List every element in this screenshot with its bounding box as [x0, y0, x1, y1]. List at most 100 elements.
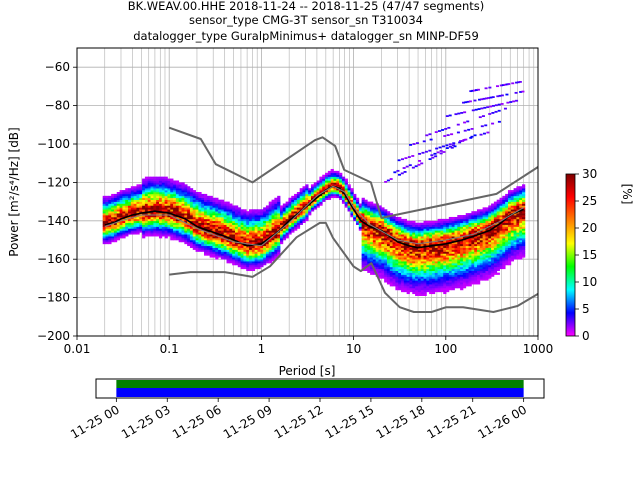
heatmap-cell [398, 251, 402, 254]
heatmap-cell [113, 240, 118, 243]
heatmap-cell [223, 224, 227, 227]
heatmap-cell [434, 232, 438, 235]
heatmap-cell [111, 236, 115, 239]
heatmap-cell [522, 199, 526, 202]
heatmap-cell [485, 209, 489, 212]
x-tick-label: 0.1 [160, 342, 179, 356]
heatmap-cell [170, 238, 174, 241]
heatmap-cell [119, 236, 123, 239]
heatmap-cell [105, 215, 109, 218]
heatmap-cell [353, 195, 357, 199]
heatmap-cell [240, 261, 244, 264]
heatmap-cell [465, 282, 469, 285]
heatmap-cell [260, 247, 264, 250]
heatmap-cell [505, 205, 509, 208]
heatmap-cell [128, 220, 132, 224]
heatmap-cell [288, 232, 292, 235]
heatmap-cell [361, 197, 365, 200]
heatmap-cell [392, 218, 396, 222]
heatmap-cell [251, 211, 256, 214]
heatmap-cell [234, 253, 239, 256]
heatmap-cell [220, 220, 225, 224]
heatmap-cell [479, 278, 484, 281]
heatmap-cell [173, 193, 177, 197]
heatmap-cell [119, 218, 123, 222]
heatmap-cell [431, 288, 436, 291]
heatmap-cell [116, 226, 120, 229]
heatmap-cell [327, 172, 332, 176]
heatmap-cell [271, 247, 275, 250]
heatmap-cell [451, 243, 455, 247]
heatmap-cell [450, 146, 454, 149]
heatmap-cell [439, 150, 443, 152]
heatmap-cell [510, 249, 514, 252]
heatmap-cell [229, 249, 233, 252]
heatmap-cell [443, 289, 447, 293]
heatmap-cell [201, 245, 205, 248]
heatmap-cell [108, 220, 112, 224]
heatmap-cell [249, 226, 253, 229]
heatmap-cell [423, 291, 427, 295]
heatmap-cell [462, 224, 467, 227]
heatmap-cell [113, 193, 118, 197]
heatmap-cell [229, 241, 233, 245]
heatmap-cell [417, 280, 422, 283]
heatmap-cell [105, 236, 109, 239]
heatmap-cell [240, 215, 244, 218]
heatmap-cell [389, 259, 393, 262]
heatmap-cell [277, 226, 281, 229]
heatmap-cell [178, 232, 182, 235]
heatmap-cell [437, 236, 441, 239]
heatmap-cell [488, 268, 492, 272]
heatmap-cell [212, 213, 216, 216]
heatmap-cell [378, 222, 382, 225]
heatmap-cell [198, 193, 202, 197]
heatmap-cell [378, 274, 382, 277]
heatmap-cell [195, 203, 199, 206]
heatmap-cell [454, 278, 458, 281]
heatmap-cell [440, 286, 444, 289]
heatmap-cell [459, 140, 463, 142]
heatmap-cell [187, 195, 191, 199]
heatmap-cell [116, 211, 120, 214]
heatmap-cell [150, 178, 154, 181]
heatmap-cell [415, 257, 419, 260]
heatmap-cell [482, 243, 486, 247]
heatmap-cell [471, 211, 475, 214]
heatmap-cell [409, 222, 413, 225]
heatmap-cell [206, 243, 211, 247]
heatmap-cell [181, 222, 185, 225]
heatmap-cell [271, 230, 275, 233]
heatmap-cell [139, 211, 143, 214]
heatmap-cell [156, 218, 160, 222]
heatmap-cell [282, 232, 287, 235]
heatmap-cell [299, 203, 303, 206]
heatmap-cell [116, 207, 120, 210]
heatmap-cell [268, 228, 272, 231]
heatmap-cell [381, 270, 385, 273]
heatmap-cell [271, 222, 275, 225]
heatmap-cell [296, 224, 301, 227]
heatmap-cell [319, 197, 323, 200]
heatmap-cell [367, 232, 371, 235]
heatmap-cell [144, 180, 149, 183]
heatmap-cell [516, 222, 520, 225]
heatmap-cell [384, 226, 388, 229]
heatmap-cell [477, 253, 481, 256]
heatmap-cell [417, 241, 422, 245]
heatmap-cell [257, 213, 261, 216]
heatmap-cell [189, 236, 194, 239]
heatmap-cell [367, 236, 371, 239]
heatmap-cell [299, 213, 303, 216]
heatmap-cell [195, 247, 199, 250]
heatmap-cell [448, 251, 453, 254]
heatmap-cell [516, 207, 520, 210]
heatmap-cell [189, 238, 194, 241]
heatmap-cell [226, 255, 230, 258]
heatmap-cell [499, 228, 503, 231]
heatmap-cell [119, 201, 123, 204]
heatmap-cell [139, 215, 143, 218]
heatmap-cell [254, 211, 258, 214]
heatmap-cell [415, 240, 419, 243]
heatmap-cell [209, 245, 213, 248]
